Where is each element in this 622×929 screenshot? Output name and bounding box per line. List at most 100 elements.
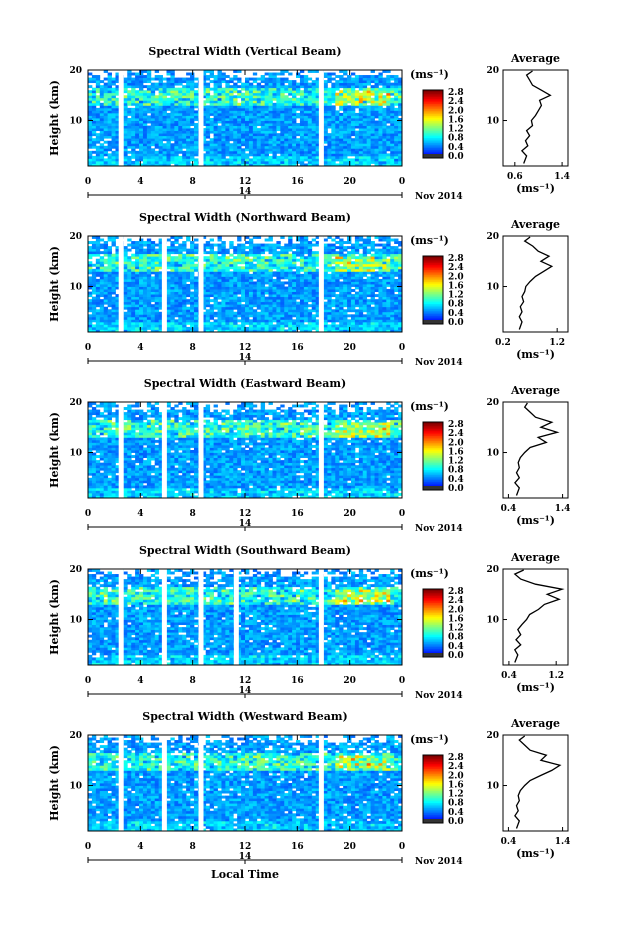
heatmap-cell (201, 143, 207, 147)
heatmap-cell (186, 309, 191, 313)
heatmap-cell (299, 92, 305, 96)
heatmap-cell (272, 125, 277, 129)
heatmap-cell (127, 123, 132, 126)
heatmap-cell (221, 135, 226, 139)
heatmap-cell (91, 100, 97, 104)
heatmap-cell (201, 271, 207, 275)
heatmap-cell (154, 278, 160, 282)
heatmap-cell (154, 309, 160, 313)
heatmap-cell (331, 140, 336, 144)
heatmap-cell (221, 95, 226, 99)
heatmap-cell (178, 140, 183, 144)
heatmap-cell (154, 138, 160, 142)
heatmap-cell (111, 299, 116, 303)
heatmap-cell (378, 299, 383, 303)
heatmap-cell (343, 158, 348, 162)
heatmap-cell (284, 316, 289, 320)
heatmap-cell (276, 291, 281, 295)
heatmap-cell (217, 143, 222, 147)
heatmap-cell (268, 286, 273, 290)
heatmap-cell (350, 281, 356, 285)
heatmap-cell (139, 309, 144, 313)
heatmap-cell (311, 123, 317, 126)
heatmap-cell (131, 281, 136, 285)
heatmap-cell (217, 261, 222, 265)
heatmap-cell (225, 258, 230, 262)
heatmap-cell (327, 276, 332, 280)
heatmap-cell (311, 80, 317, 84)
heatmap-cell (213, 85, 218, 89)
heatmap-cell (303, 138, 309, 142)
heatmap-cell (307, 130, 313, 134)
heatmap-cell (103, 163, 109, 167)
heatmap-cell (327, 261, 332, 265)
heatmap-cell (280, 311, 285, 315)
heatmap-cell (362, 150, 368, 154)
heatmap-cell (350, 276, 356, 280)
heatmap-cell (335, 324, 340, 328)
heatmap-cell (190, 296, 195, 300)
heatmap-cell (142, 125, 148, 129)
heatmap-cell (362, 85, 368, 89)
heatmap-cell (307, 261, 313, 265)
heatmap-cell (394, 120, 399, 124)
heatmap-cell (370, 102, 375, 106)
heatmap-cell (335, 326, 340, 330)
heatmap-cell (201, 112, 207, 116)
heatmap-cell (370, 155, 375, 159)
heatmap-cell (178, 299, 183, 303)
heatmap-cell (107, 304, 112, 308)
heatmap-cell (127, 72, 132, 76)
heatmap-cell (280, 95, 285, 99)
heatmap-cell (221, 115, 226, 119)
heatmap-cell (88, 326, 93, 330)
heatmap-cell (162, 143, 167, 147)
heatmap-cell (362, 100, 368, 104)
heatmap-cell (225, 316, 230, 320)
heatmap-cell (350, 107, 356, 111)
heatmap-cell (327, 304, 332, 308)
heatmap-cell (339, 123, 344, 126)
heatmap-cell (213, 133, 218, 137)
heatmap-cell (331, 289, 336, 292)
y-tick-label: 20 (69, 66, 82, 76)
heatmap-cell (103, 153, 109, 157)
heatmap-cell (174, 82, 179, 86)
heatmap-cell (142, 90, 148, 94)
heatmap-cell (366, 160, 372, 164)
heatmap-cell (166, 143, 171, 147)
heatmap-cell (123, 296, 128, 300)
heatmap-cell (186, 158, 191, 162)
heatmap-cell (225, 296, 230, 300)
heatmap-cell (268, 299, 273, 303)
heatmap-cell (95, 311, 101, 315)
heatmap-cell (284, 304, 289, 308)
heatmap-cell (201, 294, 207, 298)
heatmap-cell (311, 115, 317, 119)
heatmap-cell (225, 301, 230, 305)
heatmap-cell (252, 329, 258, 333)
heatmap-cell (248, 301, 254, 305)
heatmap-cell (182, 289, 187, 292)
heatmap-cell (139, 301, 144, 305)
heatmap-cell (245, 148, 250, 152)
heatmap-cell (139, 75, 144, 78)
heatmap-cell (268, 150, 273, 154)
heatmap-cell (339, 133, 344, 137)
heatmap-cell (390, 145, 395, 149)
heatmap-cell (233, 77, 238, 81)
heatmap-cell (170, 296, 175, 300)
heatmap-cell (292, 100, 297, 104)
heatmap-cell (343, 314, 348, 318)
heatmap-cell (315, 273, 320, 277)
heatmap-cell (142, 130, 148, 134)
heatmap-cell (268, 90, 273, 94)
heatmap-cell (186, 258, 191, 262)
heatmap-cell (111, 153, 116, 157)
heatmap-cell (272, 123, 277, 126)
heatmap-cell (103, 100, 109, 104)
heatmap-cell (343, 276, 348, 280)
heatmap-cell (394, 319, 399, 323)
heatmap-cell (378, 306, 383, 310)
heatmap-cell (107, 294, 112, 298)
